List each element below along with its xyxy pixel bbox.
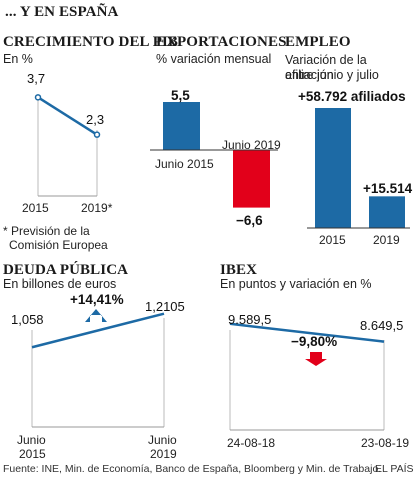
deuda-tick-2019-a: Junio (148, 433, 177, 447)
exp-tick-2019: Junio 2019 (222, 138, 281, 152)
ibex-tick-start: 24-08-18 (227, 436, 276, 450)
ibex-tick-end: 23-08-19 (361, 436, 410, 450)
pib-footnote-2: Comisión Europea (9, 238, 108, 252)
emp-tick-2015: 2015 (319, 233, 346, 247)
emp-value-2015: +58.792 afiliados (298, 89, 406, 104)
exp-bar-junio-2019 (233, 150, 270, 208)
emp-bar-2015 (315, 108, 351, 228)
deuda-tick-2015-a: Junio (17, 433, 46, 447)
pib-title: CRECIMIENTO DEL PIB (3, 34, 178, 50)
emp-tick-2019: 2019 (373, 233, 400, 247)
ibex-change: −9,80% (291, 334, 338, 349)
emp-title: EMPLEO (285, 34, 351, 50)
deuda-up-arrow-icon (85, 309, 107, 322)
pib-point-2019 (93, 131, 101, 138)
ibex-down-arrow-icon (305, 352, 327, 366)
pib-label-2019: 2,3 (86, 112, 105, 127)
page-title: ... Y EN ESPAÑA (5, 4, 119, 20)
emp-subtitle-1: Variación de la afiliación (285, 53, 367, 82)
exp-subtitle: % variación mensual (156, 52, 272, 66)
exp-value-2015: 5,5 (171, 88, 190, 103)
emp-bar-2019 (369, 196, 405, 228)
exp-title: EXPORTACIONES (156, 34, 287, 50)
exp-tick-2015: Junio 2015 (155, 157, 214, 171)
pib-tick-2015: 2015 (22, 201, 49, 215)
ibex-title: IBEX (220, 262, 258, 278)
exp-value-2019: −6,6 (236, 213, 263, 228)
emp-subtitle-2: entre junio y julio (285, 68, 379, 82)
pib-point-2015 (34, 94, 42, 101)
deuda-subtitle: En billones de euros (3, 277, 117, 291)
deuda-change: +14,41% (70, 292, 124, 307)
emp-value-2019: +15.514 (363, 181, 413, 196)
deuda-tick-2015-b: 2015 (19, 447, 46, 461)
exp-bar-junio-2015 (163, 102, 200, 150)
deuda-title: DEUDA PÚBLICA (3, 262, 129, 278)
ibex-label-start: 9.589,5 (228, 312, 272, 327)
pib-subtitle: En % (3, 52, 33, 66)
deuda-label-2015: 1,058 (11, 312, 44, 327)
ibex-series-line (229, 322, 385, 343)
pib-footnote-1: * Previsión de la (3, 224, 90, 238)
deuda-series-line (31, 312, 165, 349)
ibex-subtitle: En puntos y variación en % (220, 277, 372, 291)
pib-tick-2019: 2019* (81, 201, 113, 215)
source-note: Fuente: INE, Min. de Economía, Banco de … (3, 463, 382, 475)
pib-label-2015: 3,7 (27, 71, 46, 86)
deuda-tick-2019-b: 2019 (150, 447, 177, 461)
ibex-label-end: 8.649,5 (360, 318, 404, 333)
deuda-label-2019: 1,2105 (145, 299, 185, 314)
brand-label: EL PAÍS (375, 463, 414, 475)
pib-series-line (37, 96, 98, 136)
